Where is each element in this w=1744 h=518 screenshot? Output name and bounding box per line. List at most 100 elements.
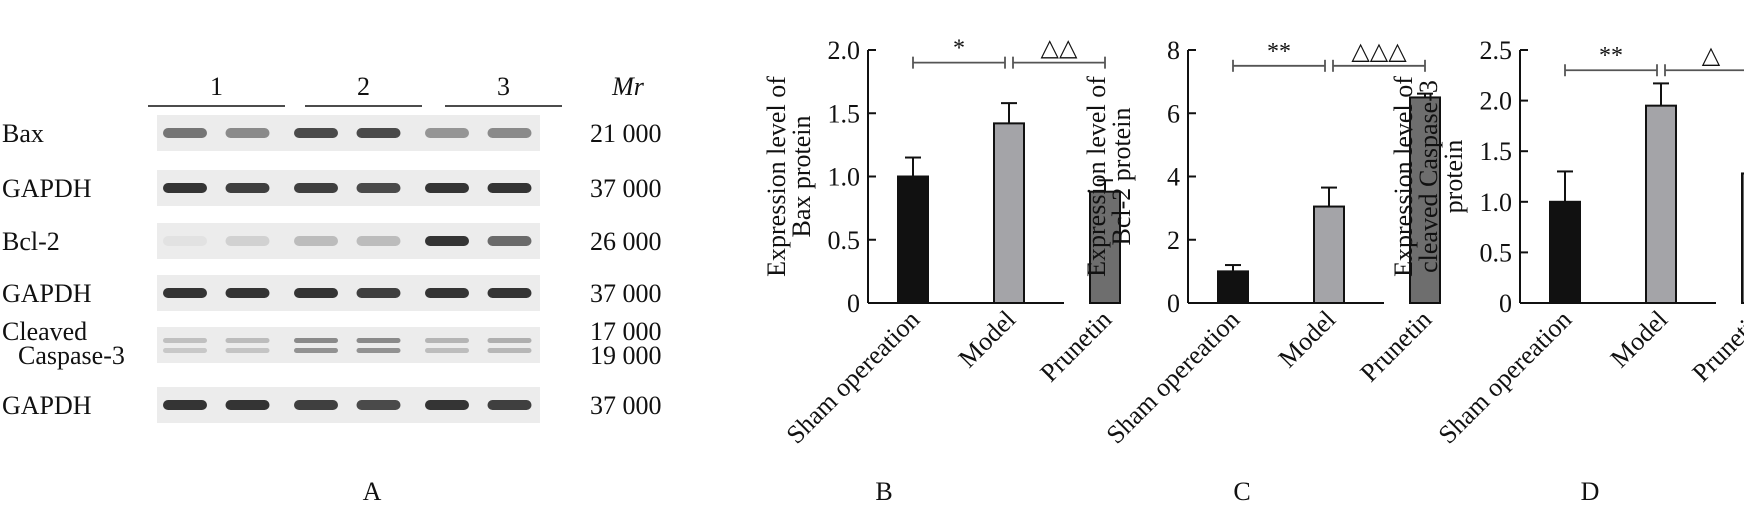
y-axis-label: Expression level of <box>762 76 791 277</box>
significance-marker: △ <box>1702 43 1721 69</box>
category-label: Prunetin <box>1034 305 1117 388</box>
blot-row-label: Bax <box>2 119 44 148</box>
y-tick-label: 1.0 <box>1480 188 1513 217</box>
y-tick-label: 0 <box>847 289 860 318</box>
blot-band <box>225 128 270 138</box>
bar <box>1549 200 1581 304</box>
y-tick-label: 2 <box>1167 226 1180 255</box>
blot-row-label: Cleaved <box>2 317 87 346</box>
blot-row-label: Bcl-2 <box>2 227 60 256</box>
blot-band <box>487 338 532 343</box>
blot-band <box>356 183 401 193</box>
blot-strip <box>157 275 540 311</box>
bar <box>1313 205 1345 304</box>
blot-band <box>225 183 270 193</box>
y-tick-label: 1.0 <box>828 163 861 192</box>
blot-band <box>425 338 469 343</box>
bar <box>993 122 1025 305</box>
blot-row-label: GAPDH <box>2 174 92 203</box>
y-tick-label: 0.5 <box>1480 238 1513 267</box>
y-axis-label: Expression level of <box>1082 76 1111 277</box>
y-tick-label: 0 <box>1499 289 1512 318</box>
blot-strip <box>157 170 540 206</box>
y-tick-label: 0 <box>1167 289 1180 318</box>
blot-band <box>425 400 469 410</box>
category-label: Model <box>1605 305 1674 374</box>
blot-band <box>487 236 532 246</box>
blot-band <box>163 236 207 246</box>
blot-row: Bcl-2 26 000 <box>2 223 662 259</box>
mr-header: Mr <box>611 72 645 101</box>
blot-band <box>294 236 338 246</box>
blot-band <box>294 183 338 193</box>
blot-band <box>356 338 401 343</box>
y-axis-label: Bax protein <box>787 115 816 237</box>
blot-band <box>163 288 207 298</box>
blot-band <box>163 183 207 193</box>
blot-band <box>163 348 207 353</box>
blot-band <box>225 236 270 246</box>
blot-row: GAPDH 37 000 <box>2 387 662 423</box>
blot-strip <box>157 223 540 259</box>
category-label: Prunetin <box>1686 305 1744 388</box>
blot-band <box>225 338 270 343</box>
bar-chart-d: 0 0.5 1.0 1.5 2.0 2.5 Expression level ofcleav… <box>1389 36 1744 506</box>
blot-band <box>225 348 270 353</box>
bar <box>1217 270 1249 304</box>
lane-group-label: 3 <box>497 72 510 101</box>
blot-panel: 1 2 3 Mr Bax 21 000 GAPDH 37 000 Bcl-2 26 000 GAPD… <box>2 72 662 506</box>
blot-strip <box>157 115 540 151</box>
blot-band <box>294 400 338 410</box>
significance-marker: * <box>953 36 965 62</box>
category-label: Model <box>1273 305 1342 374</box>
bar <box>1089 190 1121 304</box>
blot-mr-label: 21 000 <box>590 119 662 148</box>
category-label: Sham opereation <box>781 305 926 450</box>
blot-band <box>163 128 207 138</box>
blot-band <box>356 288 401 298</box>
blot-band <box>487 128 532 138</box>
y-axis-label: protein <box>1439 140 1468 214</box>
blot-row: GAPDH 37 000 <box>2 170 662 206</box>
blot-band <box>225 288 270 298</box>
blot-band <box>425 236 469 246</box>
blot-mr-label: 17 000 <box>590 317 662 346</box>
blot-mr-label: 37 000 <box>590 174 662 203</box>
y-tick-label: 2.0 <box>828 36 861 65</box>
category-label: Model <box>953 305 1022 374</box>
y-tick-label: 1.5 <box>1480 137 1513 166</box>
blot-band <box>294 128 338 138</box>
significance-marker: ** <box>1599 43 1623 69</box>
y-axis-label: Bcl-2 protein <box>1107 108 1136 246</box>
y-axis-label: cleaved Caspase-3 <box>1414 80 1443 273</box>
blot-band <box>487 400 532 410</box>
blot-row: Bax 21 000 <box>2 115 662 151</box>
blot-band <box>487 288 532 298</box>
blot-band <box>425 348 469 353</box>
blot-row-label: GAPDH <box>2 391 92 420</box>
blot-band <box>487 348 532 353</box>
y-tick-label: 0.5 <box>828 226 861 255</box>
blot-mr-label: 26 000 <box>590 227 662 256</box>
blot-band <box>294 348 338 353</box>
bar <box>1409 96 1441 304</box>
blot-band <box>294 338 338 343</box>
y-tick-label: 2.0 <box>1480 87 1513 116</box>
panel-label-a: A <box>363 477 382 506</box>
blot-band <box>425 128 469 138</box>
blot-band <box>225 400 270 410</box>
y-tick-label: 1.5 <box>828 99 861 128</box>
bar <box>897 175 929 304</box>
blot-band <box>356 348 401 353</box>
blot-row: GAPDH 37 000 <box>2 275 662 311</box>
blot-band <box>356 400 401 410</box>
blot-band <box>294 288 338 298</box>
significance-marker: △△ <box>1041 36 1078 62</box>
category-label: Prunetin <box>1354 305 1437 388</box>
y-tick-label: 6 <box>1167 99 1180 128</box>
significance-marker: ** <box>1267 39 1291 65</box>
panel-label-c: C <box>1233 477 1250 506</box>
